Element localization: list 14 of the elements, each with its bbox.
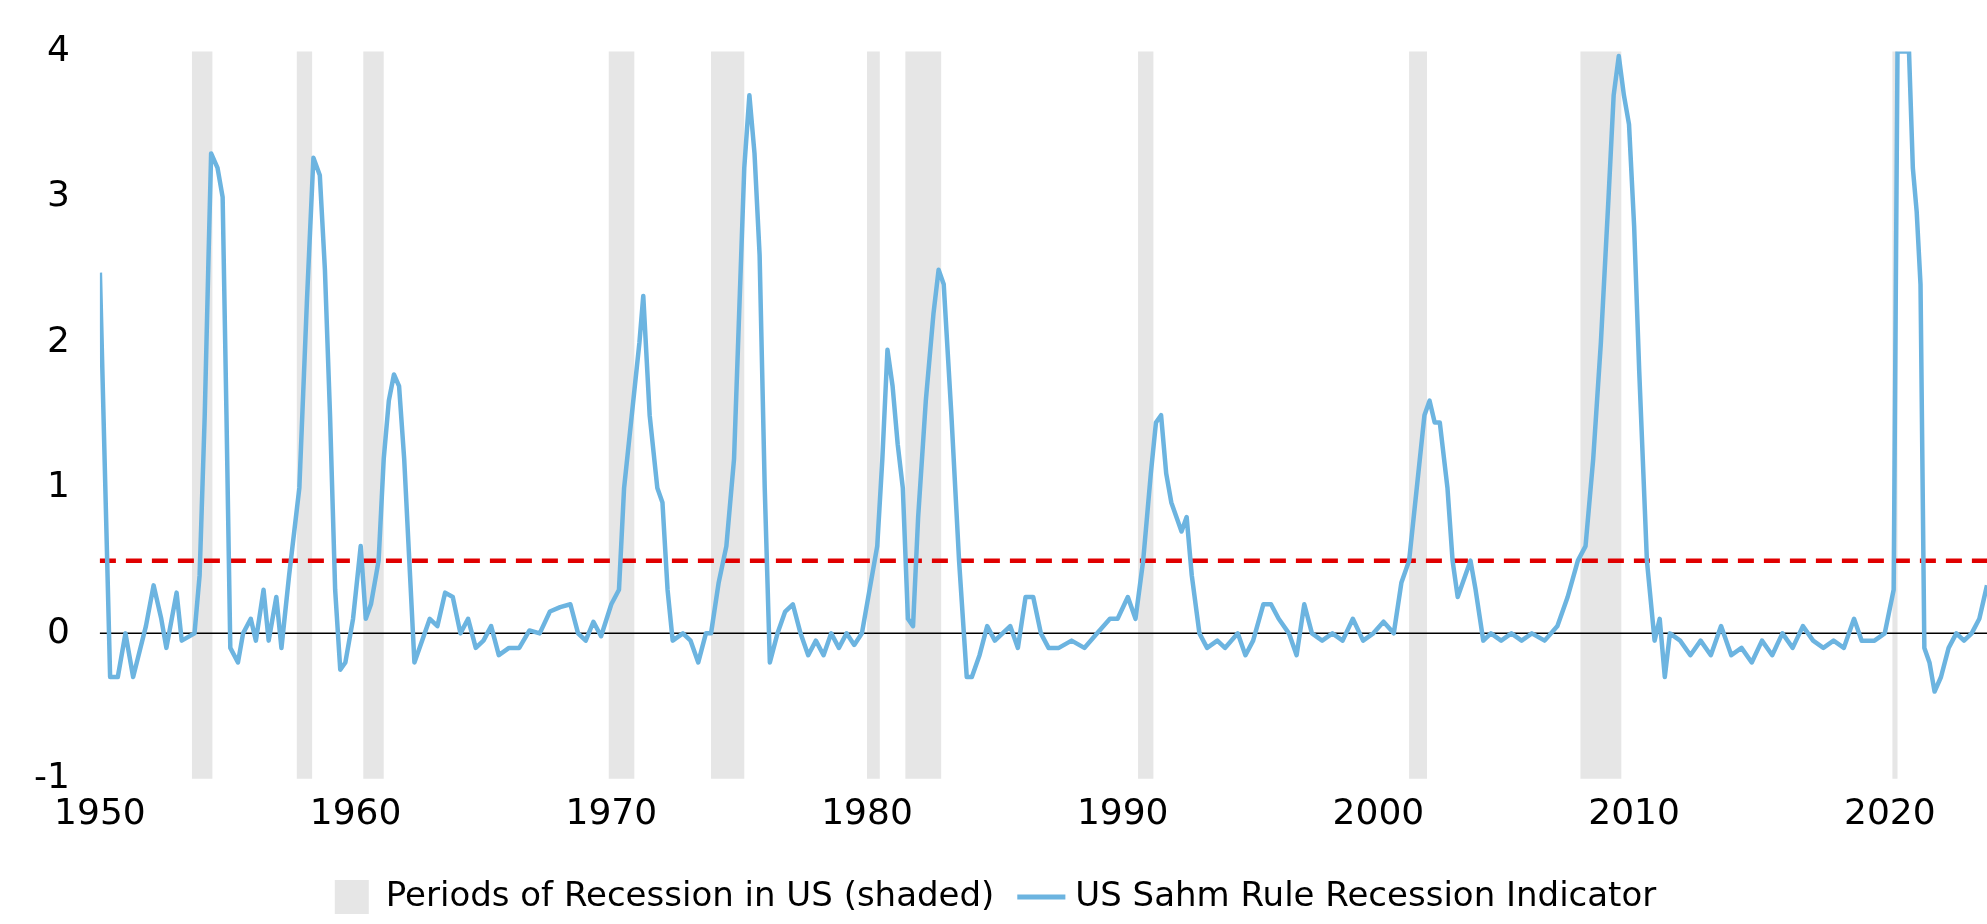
y-tick-label: 4 [46, 27, 70, 69]
y-tick-label: 3 [46, 173, 70, 215]
x-tick-label: 1970 [565, 790, 658, 832]
x-tick-label: 1980 [821, 790, 913, 832]
legend-label: Periods of Recession in US (shaded) [385, 873, 995, 914]
y-tick-label: 0 [46, 609, 70, 651]
x-tick-label: 1990 [1076, 790, 1169, 832]
x-tick-label: 2020 [1844, 790, 1936, 832]
legend-label: US Sahm Rule Recession Indicator [1075, 873, 1657, 914]
y-tick-label: 2 [46, 318, 70, 360]
x-tick-label: 1960 [309, 790, 402, 832]
x-tick-label: 2010 [1588, 790, 1680, 832]
x-tick-label: 2000 [1332, 790, 1425, 832]
y-tick-label: 1 [46, 464, 70, 506]
